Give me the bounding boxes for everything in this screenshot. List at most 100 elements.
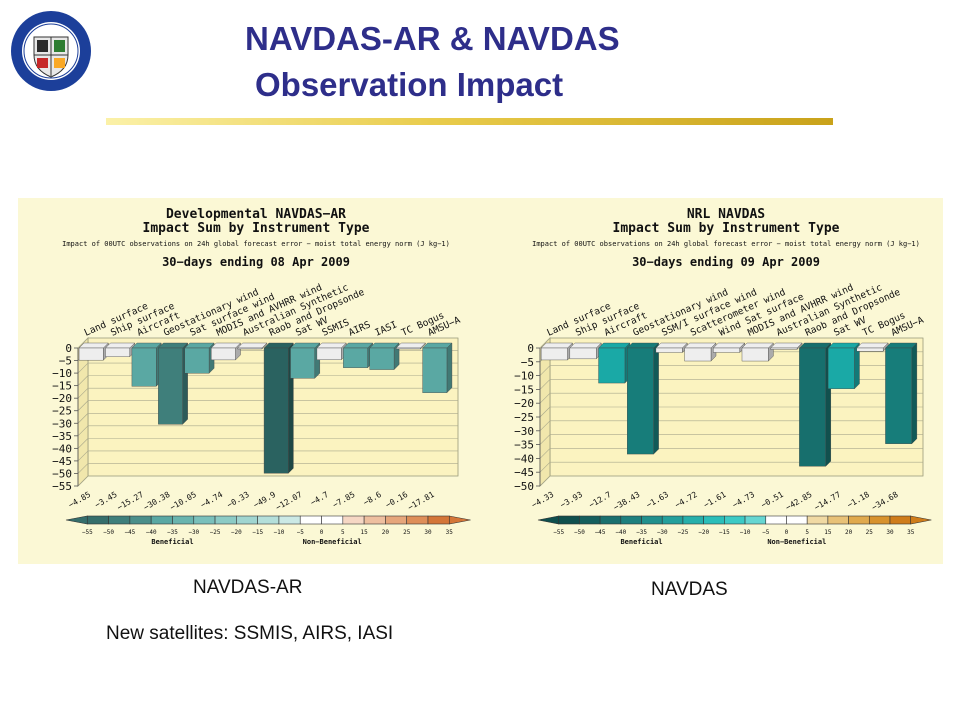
chart1-ytick-label: −20	[514, 397, 534, 410]
chart1-colorbar-tick: −50	[574, 529, 585, 536]
chart0-value-label: −4.74	[199, 490, 225, 510]
chart0-colorbar-tick: −55	[82, 529, 93, 536]
chart1-colorbar-swatch	[786, 515, 808, 525]
chart1-colorbar-swatch	[868, 515, 891, 525]
chart0-bar	[343, 347, 368, 368]
chart1-colorbar-tick: 25	[866, 529, 874, 536]
chart1-colorbar-swatch	[827, 515, 849, 525]
chart1-colorbar-arrow-left	[537, 515, 560, 525]
chart0-colorbar-tick: −15	[252, 529, 263, 536]
charts-panel: Developmental NAVDAS−AR Impact Sum by Ins…	[18, 198, 943, 564]
chart0-colorbar-tick: −45	[124, 529, 135, 536]
chart0-bar-top	[263, 342, 294, 349]
chart1-bar	[885, 347, 913, 444]
chart1-colorbar-tick: 15	[824, 529, 832, 536]
chart1-colorbar-non-beneficial-label: Non−Beneficial	[767, 538, 826, 546]
chart0-ytick-label: −5	[59, 355, 72, 368]
chart1-grid-diag	[539, 420, 551, 432]
chart1-colorbar-swatch	[579, 515, 601, 525]
chart0-colorbar-swatch	[278, 515, 301, 525]
chart0-colorbar-swatch	[108, 515, 131, 525]
chart0-value-label: −3.45	[93, 490, 119, 510]
chart0-value-label: −0.33	[225, 490, 251, 510]
chart1-bar	[569, 347, 597, 360]
chart0-bar	[290, 347, 316, 379]
chart0-value-label: −15.27	[116, 490, 146, 512]
chart1-bar-top	[712, 342, 746, 349]
chart1-subtitle: Impact Sum by Instrument Type	[613, 221, 840, 236]
chart0-bar-top	[78, 342, 109, 349]
chart1-colorbar-tick: −55	[553, 529, 564, 536]
chart0-colorbar-tick: 30	[424, 529, 432, 536]
chart1-colorbar-swatch	[703, 515, 725, 525]
chart0-grid-diag	[77, 425, 89, 437]
chart1-bar-top	[569, 342, 602, 349]
chart1-grid-diag	[539, 434, 551, 445]
chart0-colorbar-swatch	[86, 515, 109, 525]
chart1-ytick-label: −25	[514, 411, 534, 424]
chart0-ytick-label: −40	[52, 442, 72, 455]
chart0-grid-diag	[77, 362, 89, 374]
chart0-category-label: AIRS	[347, 319, 373, 338]
chart1-colorbar-swatch	[848, 515, 870, 525]
chart1-value-label: −1.18	[846, 490, 872, 510]
chart0-ytick-label: −15	[52, 380, 72, 393]
chart1-bar	[627, 347, 654, 455]
chart1-bar-side	[911, 342, 918, 445]
chart1-grid-diag	[539, 337, 551, 349]
chart0-bar	[237, 347, 263, 350]
chart1-bar-top	[655, 342, 688, 349]
chart1-value-label: −0.51	[760, 490, 786, 510]
chart0-bar-top	[290, 342, 321, 349]
chart1-colorbar-swatch	[806, 515, 829, 525]
chart0-value-label: −8.6	[362, 490, 383, 508]
chart0-colorbar-swatch	[363, 515, 386, 525]
chart1-colorbar-swatch	[682, 515, 704, 525]
chart0-bar	[263, 347, 289, 474]
chart1-bar	[540, 347, 568, 361]
chart0-ytick-label: −50	[52, 467, 72, 480]
chart1-grid-diag	[539, 461, 551, 473]
chart1-ytick-label: −40	[514, 452, 534, 465]
chart1-ytick-label: −30	[514, 425, 534, 438]
chart1-bar	[770, 347, 798, 350]
chart0-value-label: −12.07	[274, 490, 304, 512]
chart0-value-label: −30.38	[142, 490, 172, 512]
chart0-colorbar-tick: −30	[188, 529, 199, 536]
chart0-value-label: −4.7	[309, 490, 330, 508]
chart1-bar	[655, 347, 683, 353]
chart0-ytick-label: 0	[65, 342, 72, 355]
chart0-colorbar-tick: 20	[382, 529, 390, 536]
chart0-colorbar-swatch	[214, 515, 237, 525]
chart0-colorbar-swatch	[299, 515, 322, 525]
chart1-colorbar-tick: −30	[657, 529, 668, 536]
chart1-period: 30−days ending 09 Apr 2009	[632, 255, 820, 269]
chart1-colorbar-swatch	[599, 515, 622, 525]
chart0-grid-diag	[77, 375, 89, 386]
title-underline-rule	[106, 118, 833, 125]
slide-title-line2: Observation Impact	[255, 66, 564, 103]
chart0-colorbar-tick: 5	[341, 529, 345, 536]
chart0-colorbar-swatch	[236, 515, 258, 525]
chart0-colorbar-non-beneficial-label: Non−Beneficial	[303, 538, 362, 546]
chart0-colorbar-swatch	[406, 515, 429, 525]
chart0-colorbar-tick: −50	[103, 529, 114, 536]
chart1-bar	[827, 347, 855, 389]
chart1-value-label: −3.93	[559, 490, 585, 510]
chart1-colorbar-tick: 35	[907, 529, 915, 536]
chart1-colorbar-tick: 20	[845, 529, 853, 536]
chart1-bar-top	[741, 342, 774, 349]
chart0-bar-top	[105, 342, 136, 349]
chart1-grid-diag	[539, 448, 551, 459]
chart1-colorbar-tick: −45	[595, 529, 606, 536]
chart1-value-label: −4.73	[731, 490, 757, 510]
chart0-title: Developmental NAVDAS−AR	[166, 207, 346, 222]
chart1-bar	[799, 347, 826, 467]
chart0-colorbar-swatch	[385, 515, 408, 525]
chart1-grid-diag	[539, 379, 551, 390]
chart1-colorbar-swatch	[765, 515, 787, 525]
chart0-bar-top	[316, 342, 347, 349]
chart1-bar-top	[856, 342, 889, 349]
chart0-bar-top	[395, 342, 426, 349]
chart0-bar	[316, 347, 342, 360]
